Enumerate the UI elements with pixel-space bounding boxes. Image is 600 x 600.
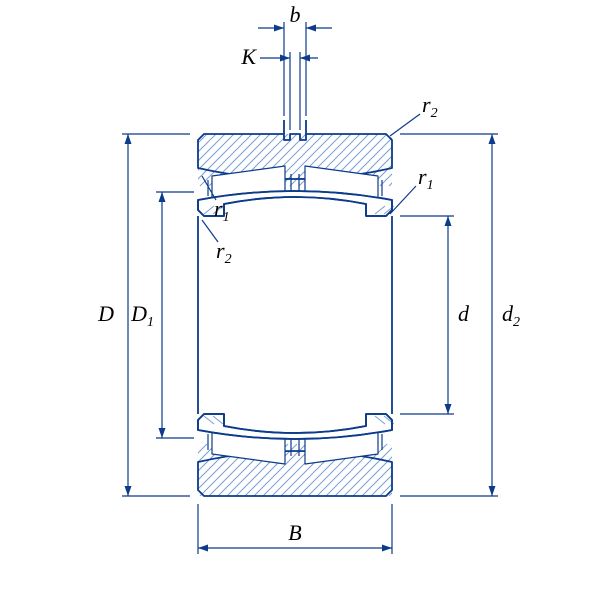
label-K: K [240, 44, 257, 69]
label-r2-left: r2 [216, 238, 232, 267]
label-r2-upper: r2 [422, 92, 438, 121]
label-D1: D1 [130, 301, 154, 330]
label-b: b [290, 2, 301, 27]
bearing-cross-section-diagram: DD1dd2BbKr2r1r1r2 [0, 0, 600, 600]
label-r1-upper: r1 [418, 164, 434, 193]
label-D: D [97, 301, 114, 326]
label-B: B [288, 520, 301, 545]
label-d: d [458, 301, 470, 326]
label-d2: d2 [502, 301, 520, 330]
